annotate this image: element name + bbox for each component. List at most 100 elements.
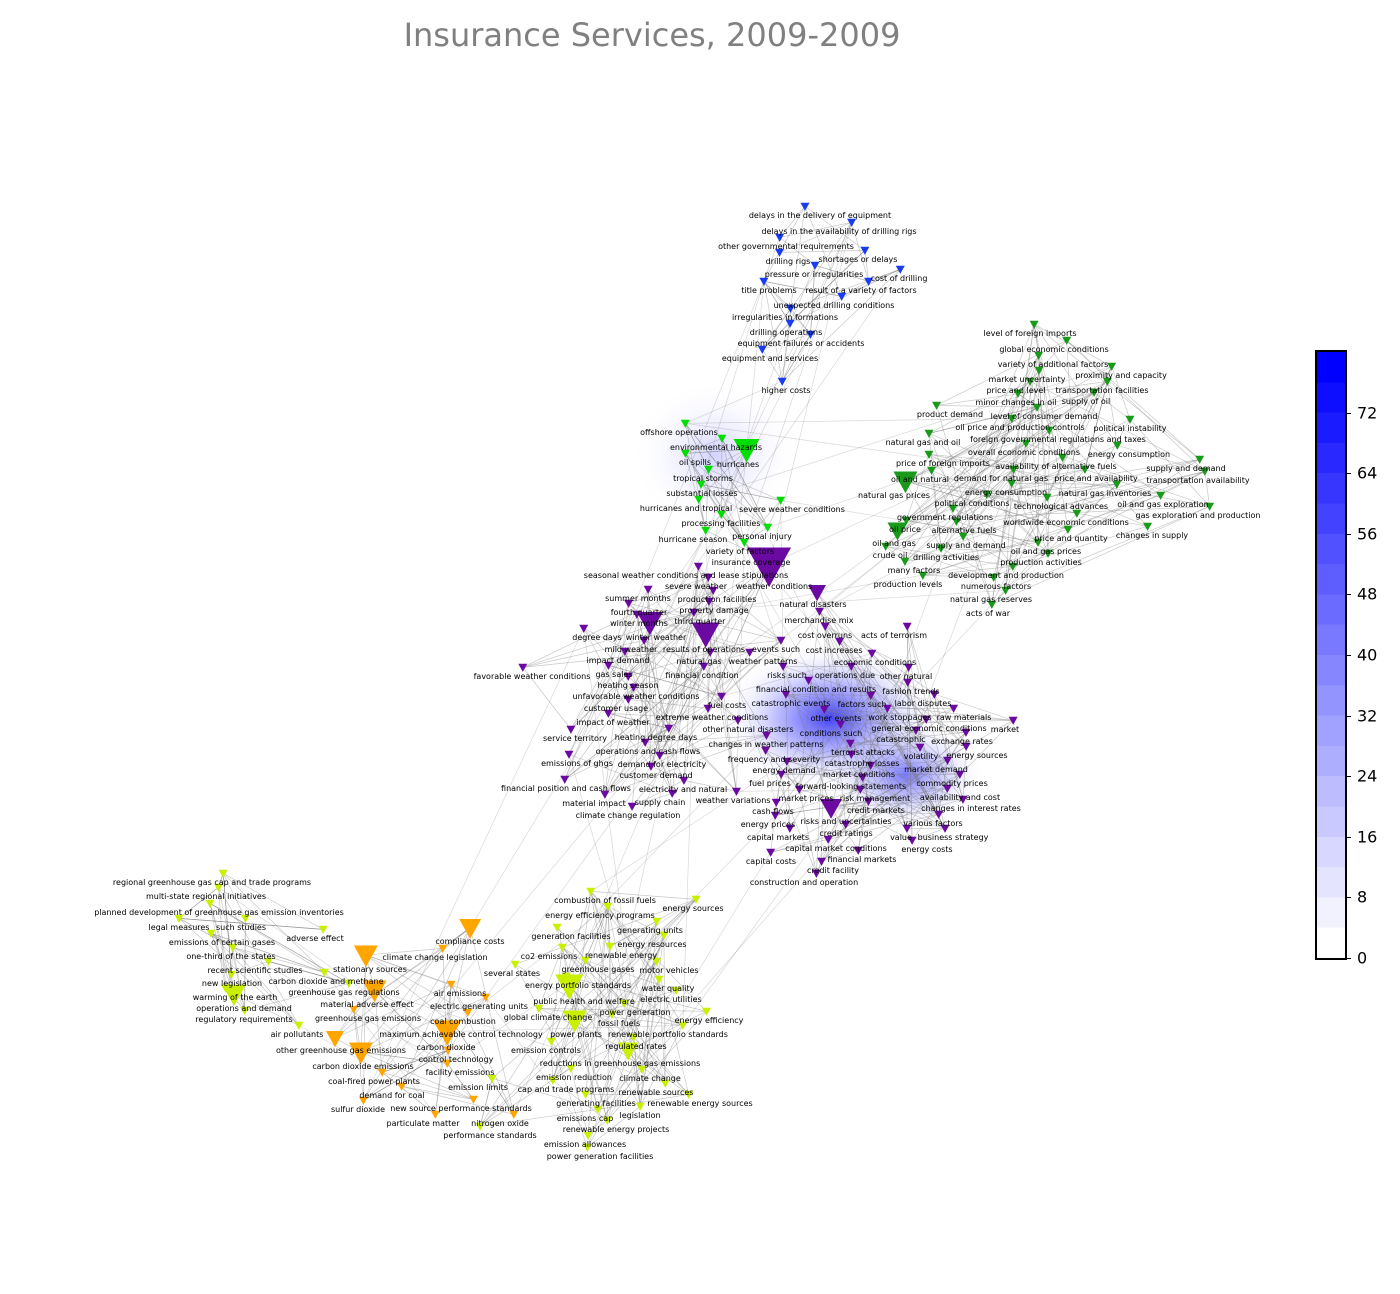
edge <box>374 989 448 1033</box>
node-label: material adverse effect <box>320 1000 413 1009</box>
edge <box>933 694 948 761</box>
edge <box>222 873 232 975</box>
node-label: other governmental requirements <box>718 242 854 251</box>
edge <box>904 355 1039 562</box>
edge <box>830 807 859 851</box>
node-label: property damage <box>679 606 749 615</box>
node-triangle-marker <box>704 597 714 606</box>
edge <box>334 989 375 1039</box>
edge <box>562 947 689 1095</box>
node-triangle-marker <box>397 1082 407 1091</box>
edge <box>1204 471 1210 507</box>
node-triangle-marker <box>1080 465 1090 474</box>
edge <box>574 990 677 1021</box>
edge <box>922 536 964 576</box>
node-triangle-marker <box>949 704 959 713</box>
edge <box>850 743 863 778</box>
edge <box>962 381 1031 537</box>
node-triangle-marker <box>679 776 689 785</box>
edge <box>721 438 723 515</box>
node-label: regional greenhouse gas cap and trade pr… <box>113 878 311 887</box>
edge <box>522 612 695 668</box>
node-triangle-marker <box>518 663 528 672</box>
edge <box>708 577 782 641</box>
node-label: coal-fired power plants <box>328 1077 420 1086</box>
node-triangle-marker <box>318 925 328 934</box>
node-triangle-marker <box>904 663 914 672</box>
node-triangle-marker <box>924 429 934 438</box>
edge <box>381 728 669 1073</box>
node-label: warming of the earth <box>193 993 278 1002</box>
node-label: political instability <box>1094 424 1167 433</box>
node-triangle-marker <box>509 1110 519 1119</box>
edge <box>382 1072 474 1100</box>
edge <box>790 308 811 335</box>
edge <box>870 765 964 800</box>
edge <box>682 566 699 1026</box>
edge <box>814 265 869 282</box>
edge <box>775 774 782 803</box>
node-label: operations and demand <box>196 1004 292 1013</box>
edge <box>587 990 677 1148</box>
node-label: delays in the delivery of equipment <box>749 211 891 220</box>
node-triangle-marker <box>943 756 953 765</box>
edge <box>485 766 652 998</box>
node-label: equipment failures or accidents <box>738 339 865 348</box>
node-triangle-marker <box>823 835 833 844</box>
edge <box>859 653 873 790</box>
node-label: financial markets <box>828 855 897 864</box>
node-label: hurricanes and tropical <box>640 504 732 513</box>
node-triangle-marker <box>463 1008 473 1017</box>
node-label: winter months <box>610 619 668 628</box>
edge <box>233 993 299 1026</box>
node-triangle-marker <box>1062 336 1072 345</box>
node-triangle-marker <box>777 377 787 386</box>
node-label: gas exploration and production <box>1135 511 1260 520</box>
node-label: service territory <box>543 734 607 743</box>
edge <box>363 628 585 1101</box>
edge <box>649 553 1049 623</box>
node-triangle-marker <box>534 1004 544 1013</box>
edge <box>785 694 916 731</box>
node-label: oil price and production controls <box>955 423 1084 432</box>
node-triangle-marker <box>664 724 674 733</box>
edge <box>871 653 927 720</box>
node-label: level of consumer demand <box>991 412 1098 421</box>
edge <box>906 732 967 829</box>
node-label: energy resources <box>617 940 686 949</box>
edge <box>931 470 987 495</box>
node-triangle-marker <box>1009 465 1019 474</box>
edge <box>649 590 714 623</box>
edge <box>915 407 1038 731</box>
node-triangle-marker <box>895 265 905 274</box>
edge <box>915 730 966 733</box>
edge <box>360 1051 448 1064</box>
edge <box>583 628 722 697</box>
node-triangle-marker <box>893 471 918 494</box>
node-triangle-marker <box>1007 479 1017 488</box>
edge <box>604 666 705 795</box>
node-triangle-marker <box>1043 549 1053 558</box>
node-label: carbon dioxide <box>416 1043 475 1052</box>
node-triangle-marker <box>226 970 236 979</box>
node-triangle-marker <box>846 750 856 759</box>
edge <box>604 577 709 795</box>
edge <box>907 682 939 815</box>
node-triangle-marker <box>757 345 767 354</box>
edge <box>850 667 909 744</box>
edge <box>905 480 1069 530</box>
edge <box>851 604 993 755</box>
node-triangle-marker <box>655 751 665 760</box>
edge <box>708 601 782 641</box>
edge <box>962 469 1014 537</box>
node-label: other natural disasters <box>702 725 793 734</box>
edge <box>538 1008 707 1012</box>
edge <box>624 651 685 781</box>
edge <box>570 899 697 1069</box>
edge <box>816 709 825 874</box>
edge <box>210 933 325 973</box>
edge <box>585 906 609 1095</box>
node-label: price and availability <box>1054 474 1138 483</box>
edge <box>774 774 782 816</box>
edge <box>374 989 448 1064</box>
